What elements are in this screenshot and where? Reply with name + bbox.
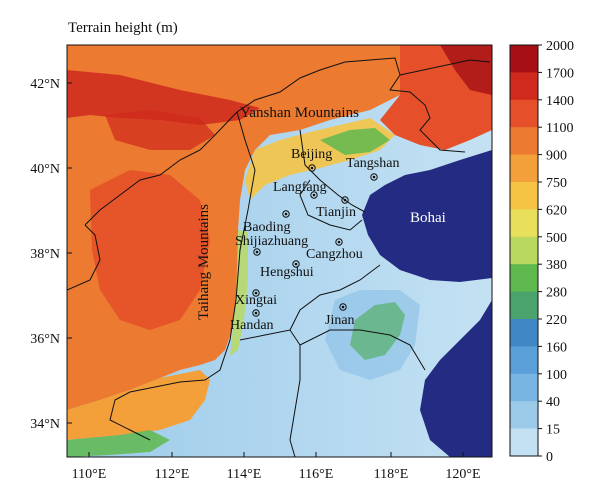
y-tick-label-38n: 38°N (30, 247, 60, 262)
colorbar-label: 900 (546, 149, 567, 164)
y-tick-label-42n: 42°N (30, 77, 60, 92)
foothill-green (320, 128, 390, 155)
city-marker-beijing[interactable] (308, 164, 316, 172)
map-frame (66, 44, 493, 458)
province-borders (67, 57, 491, 457)
colorbar-swatch (510, 45, 538, 73)
colorbar-label: 100 (546, 368, 567, 383)
city-label-tangshan: Tangshan (346, 156, 399, 171)
colorbar-swatch (510, 264, 538, 293)
city-label-tianjin: Tianjin (316, 205, 356, 220)
city-marker-tangshan[interactable] (370, 173, 378, 181)
colorbar-swatch (510, 236, 538, 265)
city-marker-jinan[interactable] (339, 303, 347, 311)
terrain-map (67, 45, 492, 457)
southwest-highland (67, 370, 210, 440)
highland-ridge (67, 70, 260, 125)
x-axis-ticks (88, 452, 464, 457)
y-axis-ticks (67, 82, 72, 424)
colorbar-swatch (510, 209, 538, 238)
y-tick-label-34n: 34°N (30, 417, 60, 432)
colorbar-label: 15 (546, 423, 560, 438)
foothill-west (230, 230, 248, 356)
colorbar-label: 750 (546, 176, 567, 191)
colorbar-label: 160 (546, 340, 567, 355)
colorbar-swatch (510, 72, 538, 101)
colorbar-label: 380 (546, 258, 567, 273)
shandong-hills-light (325, 290, 420, 380)
city-label-shijiazhuang: Shijiazhuang (235, 234, 308, 249)
sea-label-bohai: Bohai (410, 210, 446, 226)
colorbar (510, 45, 538, 457)
city-marker-hengshui[interactable] (292, 260, 300, 268)
colorbar-label: 40 (546, 395, 560, 410)
colorbar-labels: 2000 1700 1400 1100 900 750 620 500 380 280 220 160… (538, 39, 574, 465)
city-marker-shijiazhuang[interactable] (253, 248, 261, 256)
city-marker-langfang[interactable] (310, 191, 318, 199)
shandong-hills (350, 302, 405, 360)
colorbar-label: 1100 (546, 121, 573, 136)
colorbar-swatch (510, 428, 538, 457)
colorbar-label: 2000 (546, 39, 574, 54)
x-tick-label-118e: 118°E (374, 467, 409, 482)
colorbar-label: 1700 (546, 66, 574, 81)
colorbar-label: 1400 (546, 94, 574, 109)
city-label-cangzhou: Cangzhou (306, 247, 363, 262)
city-label-baoding: Baoding (243, 220, 290, 235)
bohai-sea (362, 150, 492, 457)
colorbar-swatch (510, 346, 538, 375)
map-title: Terrain height (m) (68, 20, 178, 36)
city-label-hengshui: Hengshui (260, 265, 314, 280)
highland-ridge-2 (90, 170, 210, 330)
colorbar-swatch (510, 319, 538, 347)
x-tick-label-116e: 116°E (299, 467, 334, 482)
x-tick-label-112e: 112°E (155, 467, 190, 482)
colorbar-label: 220 (546, 313, 567, 328)
colorbar-swatch (510, 401, 538, 430)
colorbar-swatch (510, 182, 538, 210)
colorbar-swatch (510, 127, 538, 156)
colorbar-label: 500 (546, 231, 567, 246)
x-tick-label-110e: 110°E (72, 467, 107, 482)
city-marker-handan[interactable] (252, 309, 260, 317)
highland-ridge-3 (105, 110, 215, 150)
city-label-jinan: Jinan (325, 313, 355, 328)
x-tick-label-120e: 120°E (445, 467, 480, 482)
mountain-label-taihang: Taihang Mountains (196, 204, 212, 320)
colorbar-swatch (510, 373, 538, 402)
city-marker-tianjin[interactable] (341, 196, 349, 204)
city-markers (252, 164, 378, 317)
colorbar-swatch (510, 154, 538, 183)
colorbar-label: 620 (546, 203, 567, 218)
northeast-hills-red (440, 45, 492, 95)
colorbar-label: 0 (546, 450, 553, 465)
city-label-xingtai: Xingtai (235, 293, 277, 308)
city-marker-cangzhou[interactable] (335, 238, 343, 246)
city-label-beijing: Beijing (291, 147, 332, 162)
x-tick-label-114e: 114°E (227, 467, 262, 482)
city-label-langfang: Langfang (273, 180, 327, 195)
city-label-handan: Handan (230, 318, 274, 333)
y-tick-label-40n: 40°N (30, 162, 60, 177)
colorbar-swatch (510, 291, 538, 320)
mountain-label-yanshan: Yanshan Mountains (240, 105, 359, 121)
colorbar-label: 280 (546, 286, 567, 301)
colorbar-swatch (510, 99, 538, 128)
city-marker-baoding[interactable] (282, 210, 290, 218)
city-marker-xingtai[interactable] (252, 289, 260, 297)
colorbar-frame (509, 44, 539, 457)
y-tick-label-36n: 36°N (30, 332, 60, 347)
